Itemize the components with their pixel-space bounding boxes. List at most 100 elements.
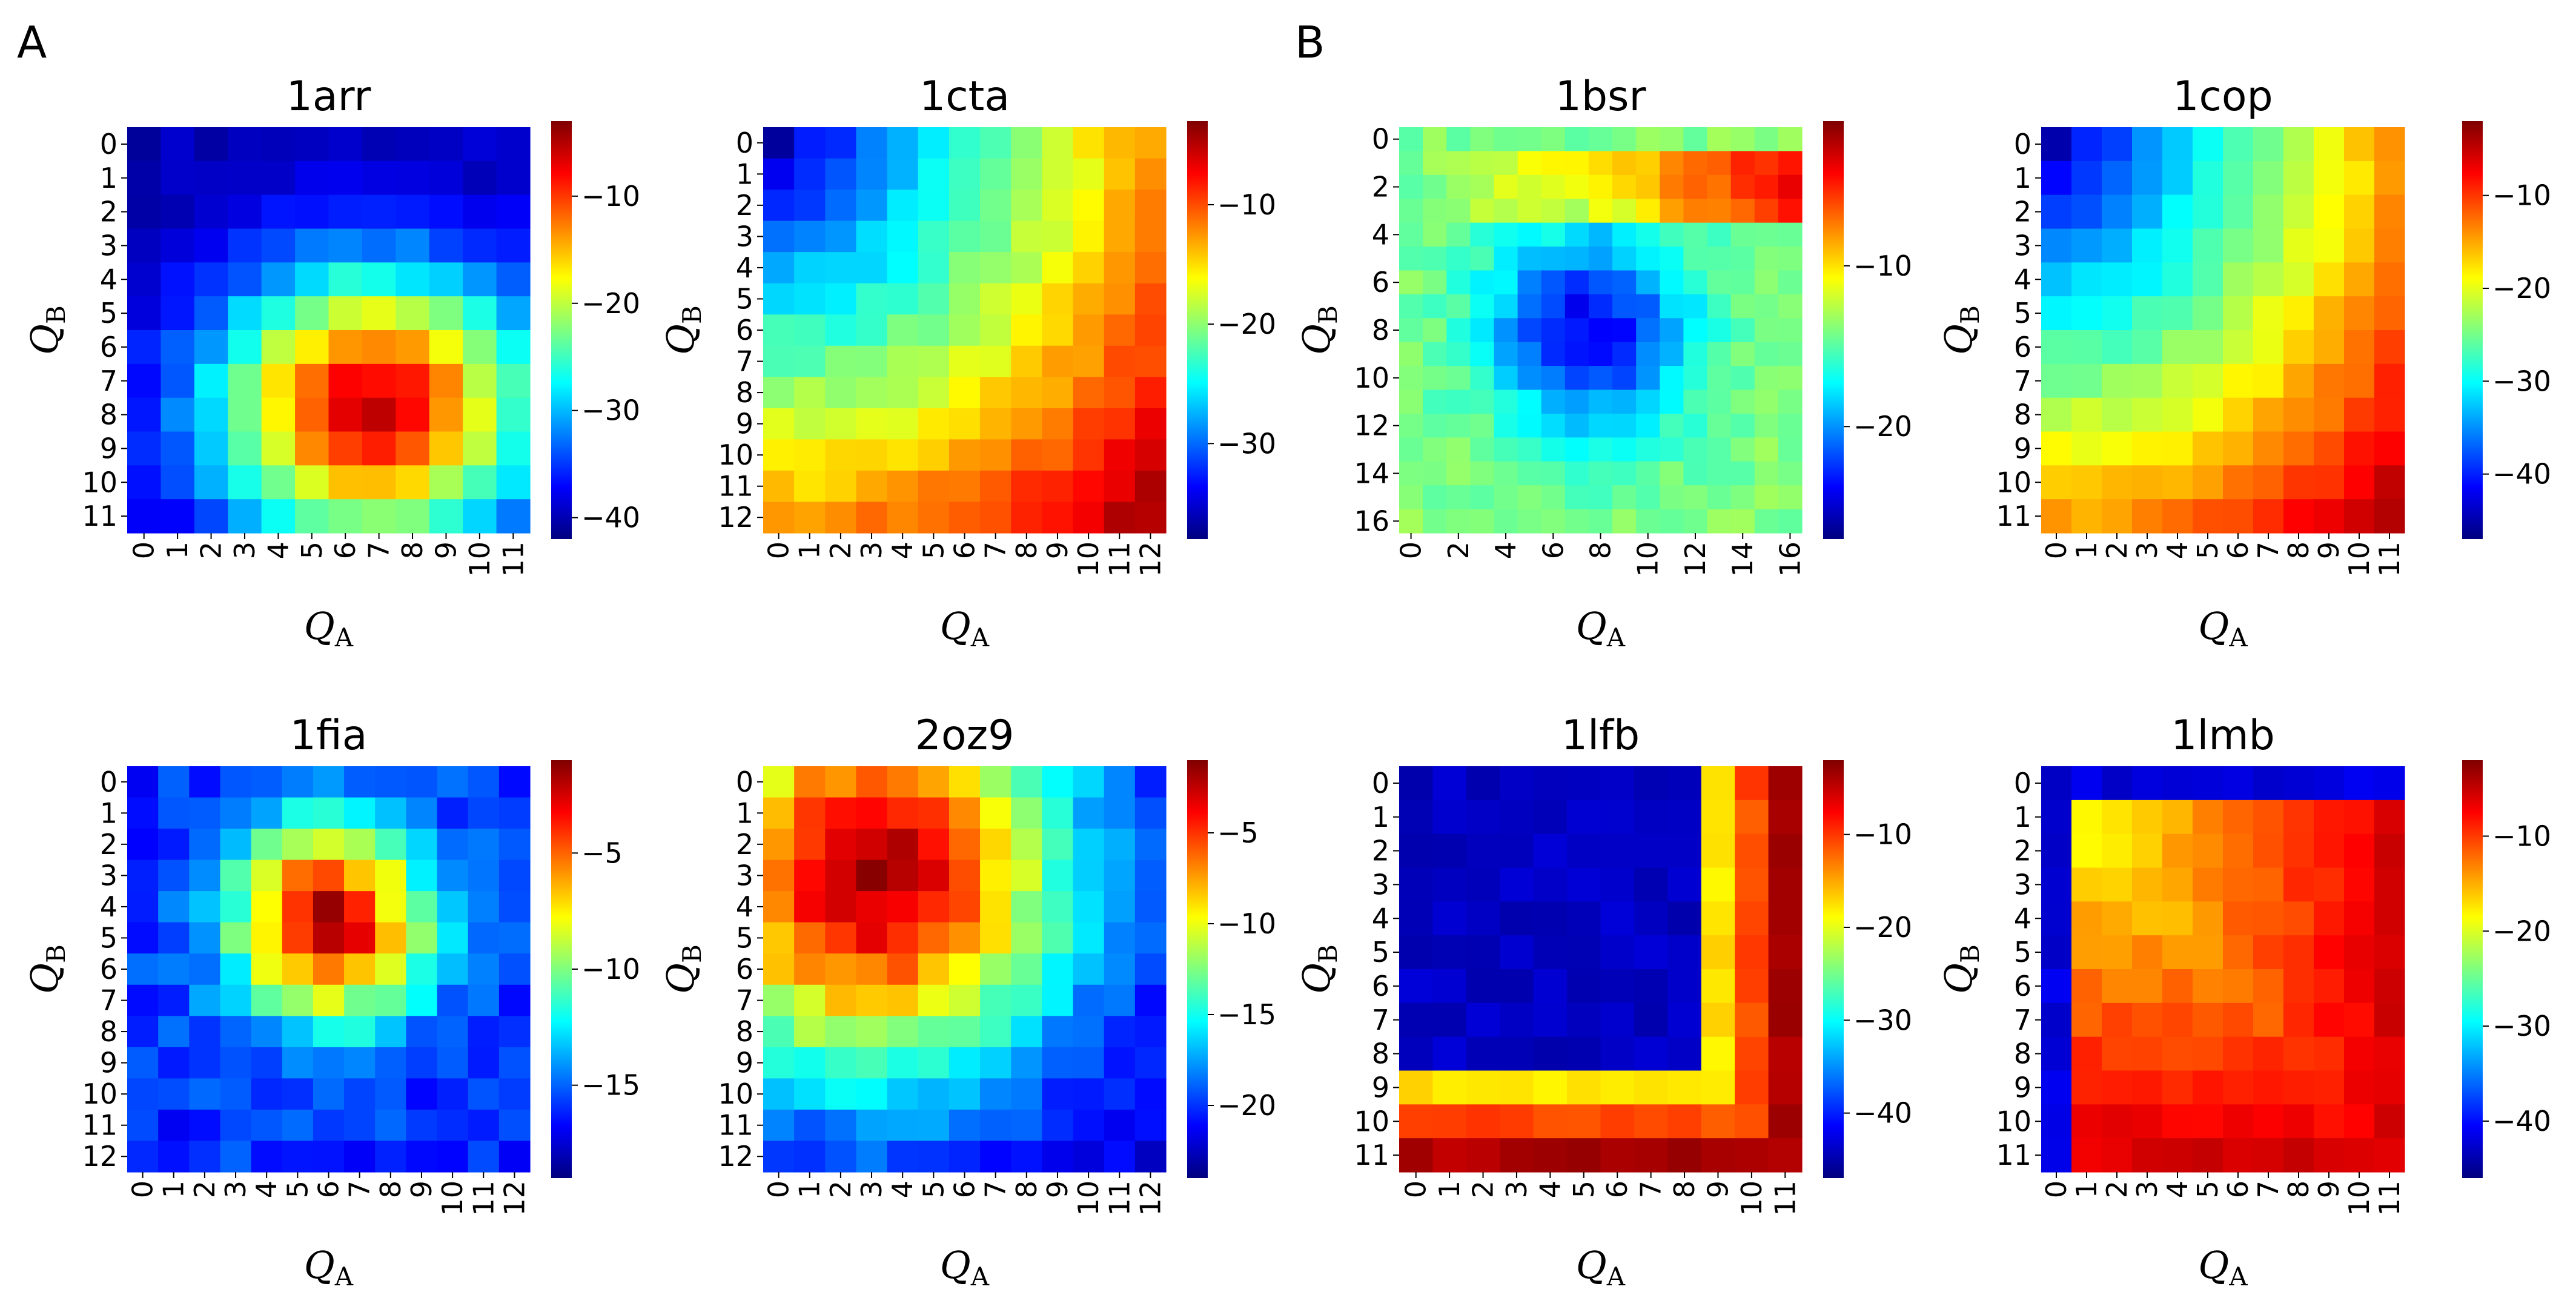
heatmap-cell: [251, 1016, 283, 1048]
heatmap-cell: [1564, 342, 1589, 366]
heatmap-cell: [127, 1109, 159, 1142]
heatmap-cell: [1073, 470, 1105, 503]
y-axis-label: QB: [22, 305, 71, 355]
heatmap-chart-1cop: 1cop0123456789101101234567891011QAQB−10−…: [1936, 73, 2551, 652]
heatmap-cell: [295, 431, 329, 466]
heatmap-cell: [980, 314, 1012, 346]
heatmap-cell: [251, 766, 283, 798]
y-tick-label: 1: [2014, 801, 2031, 833]
heatmap-cell: [1011, 1141, 1042, 1173]
heatmap-cell: [2162, 431, 2193, 466]
colorbar-tick-label: −20: [1853, 410, 1912, 443]
x-tick-label: 10: [463, 542, 496, 577]
x-tick-label: 10: [1072, 542, 1105, 577]
heatmap-cell: [313, 1047, 345, 1079]
heatmap-cell: [825, 1078, 857, 1110]
heatmap-cell: [2193, 901, 2223, 936]
heatmap-cell: [918, 1016, 950, 1048]
heatmap-cell: [1423, 461, 1447, 486]
y-tick-label: 1: [1372, 801, 1389, 833]
heatmap-cell: [1660, 270, 1684, 295]
heatmap-cell: [1768, 833, 1803, 869]
heatmap-cell: [980, 502, 1012, 534]
heatmap-cell: [498, 922, 531, 954]
heatmap-cell: [2253, 296, 2284, 331]
y-axis-label-sub: B: [41, 944, 71, 963]
heatmap-cell: [344, 922, 376, 954]
heatmap-cell: [2314, 363, 2345, 399]
heatmap-cell: [794, 953, 826, 985]
heatmap-cell: [396, 296, 430, 331]
heatmap-cell: [282, 1141, 314, 1173]
heatmap-cell: [1600, 969, 1635, 1004]
heatmap-cell: [980, 1016, 1012, 1048]
x-tick-label: 9: [2313, 1181, 2345, 1198]
heatmap-cell: [1730, 318, 1755, 343]
heatmap-cell: [1134, 1109, 1167, 1142]
heatmap-cell: [2071, 867, 2102, 902]
heatmap-cell: [1768, 1036, 1803, 1071]
heatmap-cell: [2223, 499, 2254, 534]
heatmap-cell: [1735, 1070, 1769, 1105]
heatmap-cell: [794, 1016, 826, 1048]
heatmap-cell: [2253, 499, 2284, 534]
heatmap-cell: [2102, 935, 2133, 970]
x-tick-label: 2: [2101, 1181, 2133, 1198]
heatmap-cell: [1104, 470, 1136, 503]
heatmap-cell: [396, 194, 430, 230]
chart-title: 1bsr: [1555, 73, 1646, 121]
heatmap-cell: [2041, 1036, 2072, 1071]
heatmap-cell: [1612, 151, 1637, 176]
heatmap-cell: [1466, 867, 1500, 902]
heatmap-cell: [1466, 1104, 1500, 1139]
heatmap-cell: [429, 363, 463, 399]
heatmap-cell: [1735, 833, 1769, 869]
heatmap-cell: [2314, 901, 2345, 936]
y-axis-label-main: Q: [1936, 963, 1981, 994]
heatmap-cell: [1423, 509, 1447, 534]
heatmap-cell: [1541, 485, 1566, 510]
y-tick-label: 4: [1372, 218, 1389, 251]
heatmap-cell: [1470, 437, 1495, 462]
x-tick-label: 5: [296, 542, 328, 559]
heatmap-cell: [463, 330, 497, 365]
heatmap-cell: [794, 158, 826, 190]
heatmap-cell: [1011, 1016, 1042, 1048]
heatmap-cell: [1432, 800, 1467, 835]
heatmap-cell: [918, 158, 950, 190]
heatmap-cell: [1446, 366, 1471, 391]
y-tick-label: 6: [100, 331, 118, 363]
heatmap-cell: [2253, 867, 2284, 902]
heatmap-cell: [1541, 413, 1566, 438]
heatmap-cell: [158, 829, 190, 861]
heatmap-cell: [1042, 859, 1074, 892]
heatmap-cell: [763, 314, 795, 346]
heatmap-cell: [1500, 1036, 1534, 1071]
heatmap-cell: [2223, 262, 2254, 297]
heatmap-cell: [2102, 296, 2133, 331]
heatmap-cell: [313, 766, 345, 798]
heatmap-cell: [1636, 437, 1660, 462]
heatmap-cell: [1399, 222, 1423, 247]
heatmap-cell: [1634, 1104, 1668, 1139]
heatmap-cell: [1567, 833, 1601, 869]
x-tick-label: 0: [1400, 1181, 1432, 1198]
heatmap-cell: [1446, 127, 1471, 152]
x-tick-label: 7: [2252, 542, 2285, 559]
heatmap-cell: [1011, 158, 1042, 190]
heatmap-cell: [2374, 935, 2405, 970]
heatmap-cell: [1612, 127, 1637, 152]
heatmap-cell: [406, 922, 438, 954]
heatmap-cell: [2102, 194, 2133, 230]
heatmap-cell: [396, 397, 430, 432]
heatmap-cell: [161, 499, 195, 534]
heatmap-cell: [158, 953, 190, 985]
heatmap-cell: [228, 127, 262, 162]
heatmap-cell: [887, 1016, 919, 1048]
heatmap-cell: [1073, 220, 1105, 253]
heatmap-cell: [1470, 270, 1495, 295]
heatmap-cell: [1432, 1070, 1467, 1105]
y-tick-label: 11: [1354, 1139, 1389, 1171]
heatmap-cell: [2283, 363, 2314, 399]
